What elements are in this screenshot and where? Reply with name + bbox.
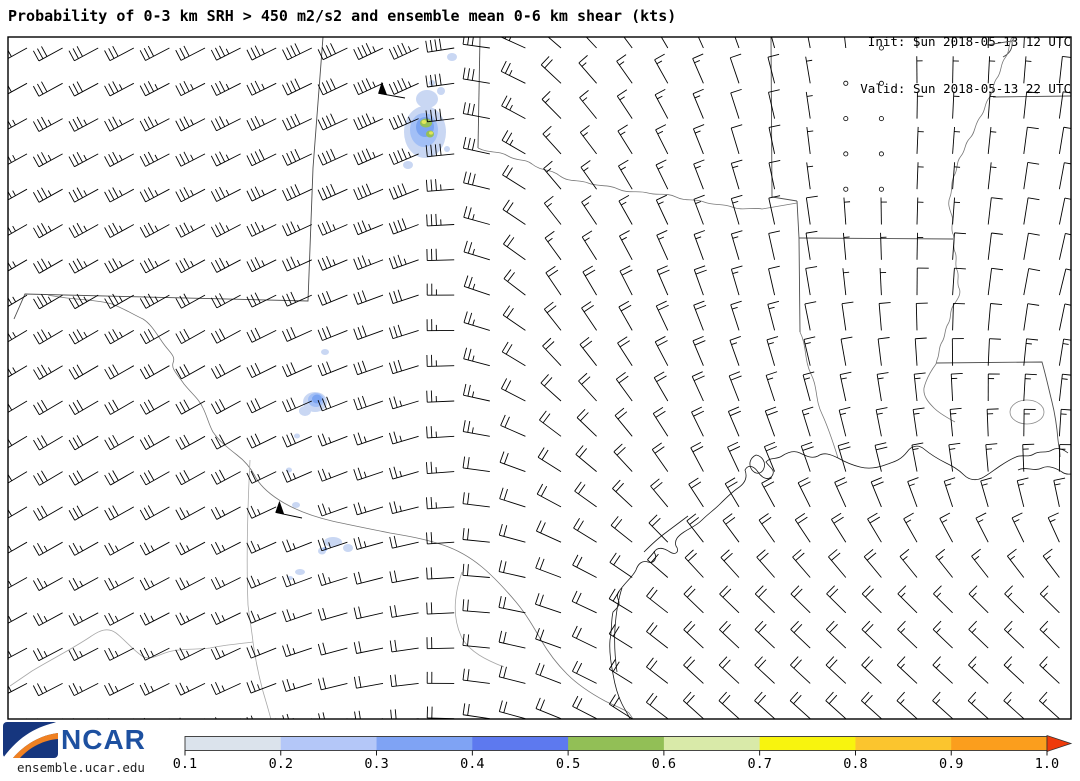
page-title: Probability of 0-3 km SRH > 450 m2/s2 an… [8,7,677,25]
state-borders [13,37,1071,458]
rivers [47,37,1013,719]
colorbar-label: 0.8 [843,756,868,772]
special-barbs [275,81,406,519]
map-borders [9,37,1071,719]
colorbar-label: 0.9 [939,756,964,772]
site-label: ensemble.ucar.edu [17,760,145,775]
colorbar-label: 0.5 [555,756,581,772]
colorbar-label: 0.1 [172,756,198,772]
mexico-borders [9,459,505,719]
colorbar-label: 0.4 [460,756,485,772]
valid-label: Valid: Sun 2018-05-13 22 UTC [860,80,1071,96]
colorbar-label: 0.6 [651,756,677,772]
colorbar [184,734,1073,756]
colorbar-label: 1.0 [1034,756,1060,772]
ncar-logo [3,722,58,758]
colorbar-label: 0.7 [747,756,772,772]
map-frame [7,36,1072,720]
prob-blobs-layer [286,53,457,580]
ncar-logo-text: NCAR [61,724,146,755]
colorbar-label: 0.3 [364,756,389,772]
wind-barbs-layer [8,37,1071,719]
lake-outline [1009,399,1045,425]
colorbar-label: 0.2 [268,756,293,772]
colorbar-labels: 0.1 0.2 0.3 0.4 0.5 0.6 0.7 0.8 0.9 1.0 [0,756,1080,774]
